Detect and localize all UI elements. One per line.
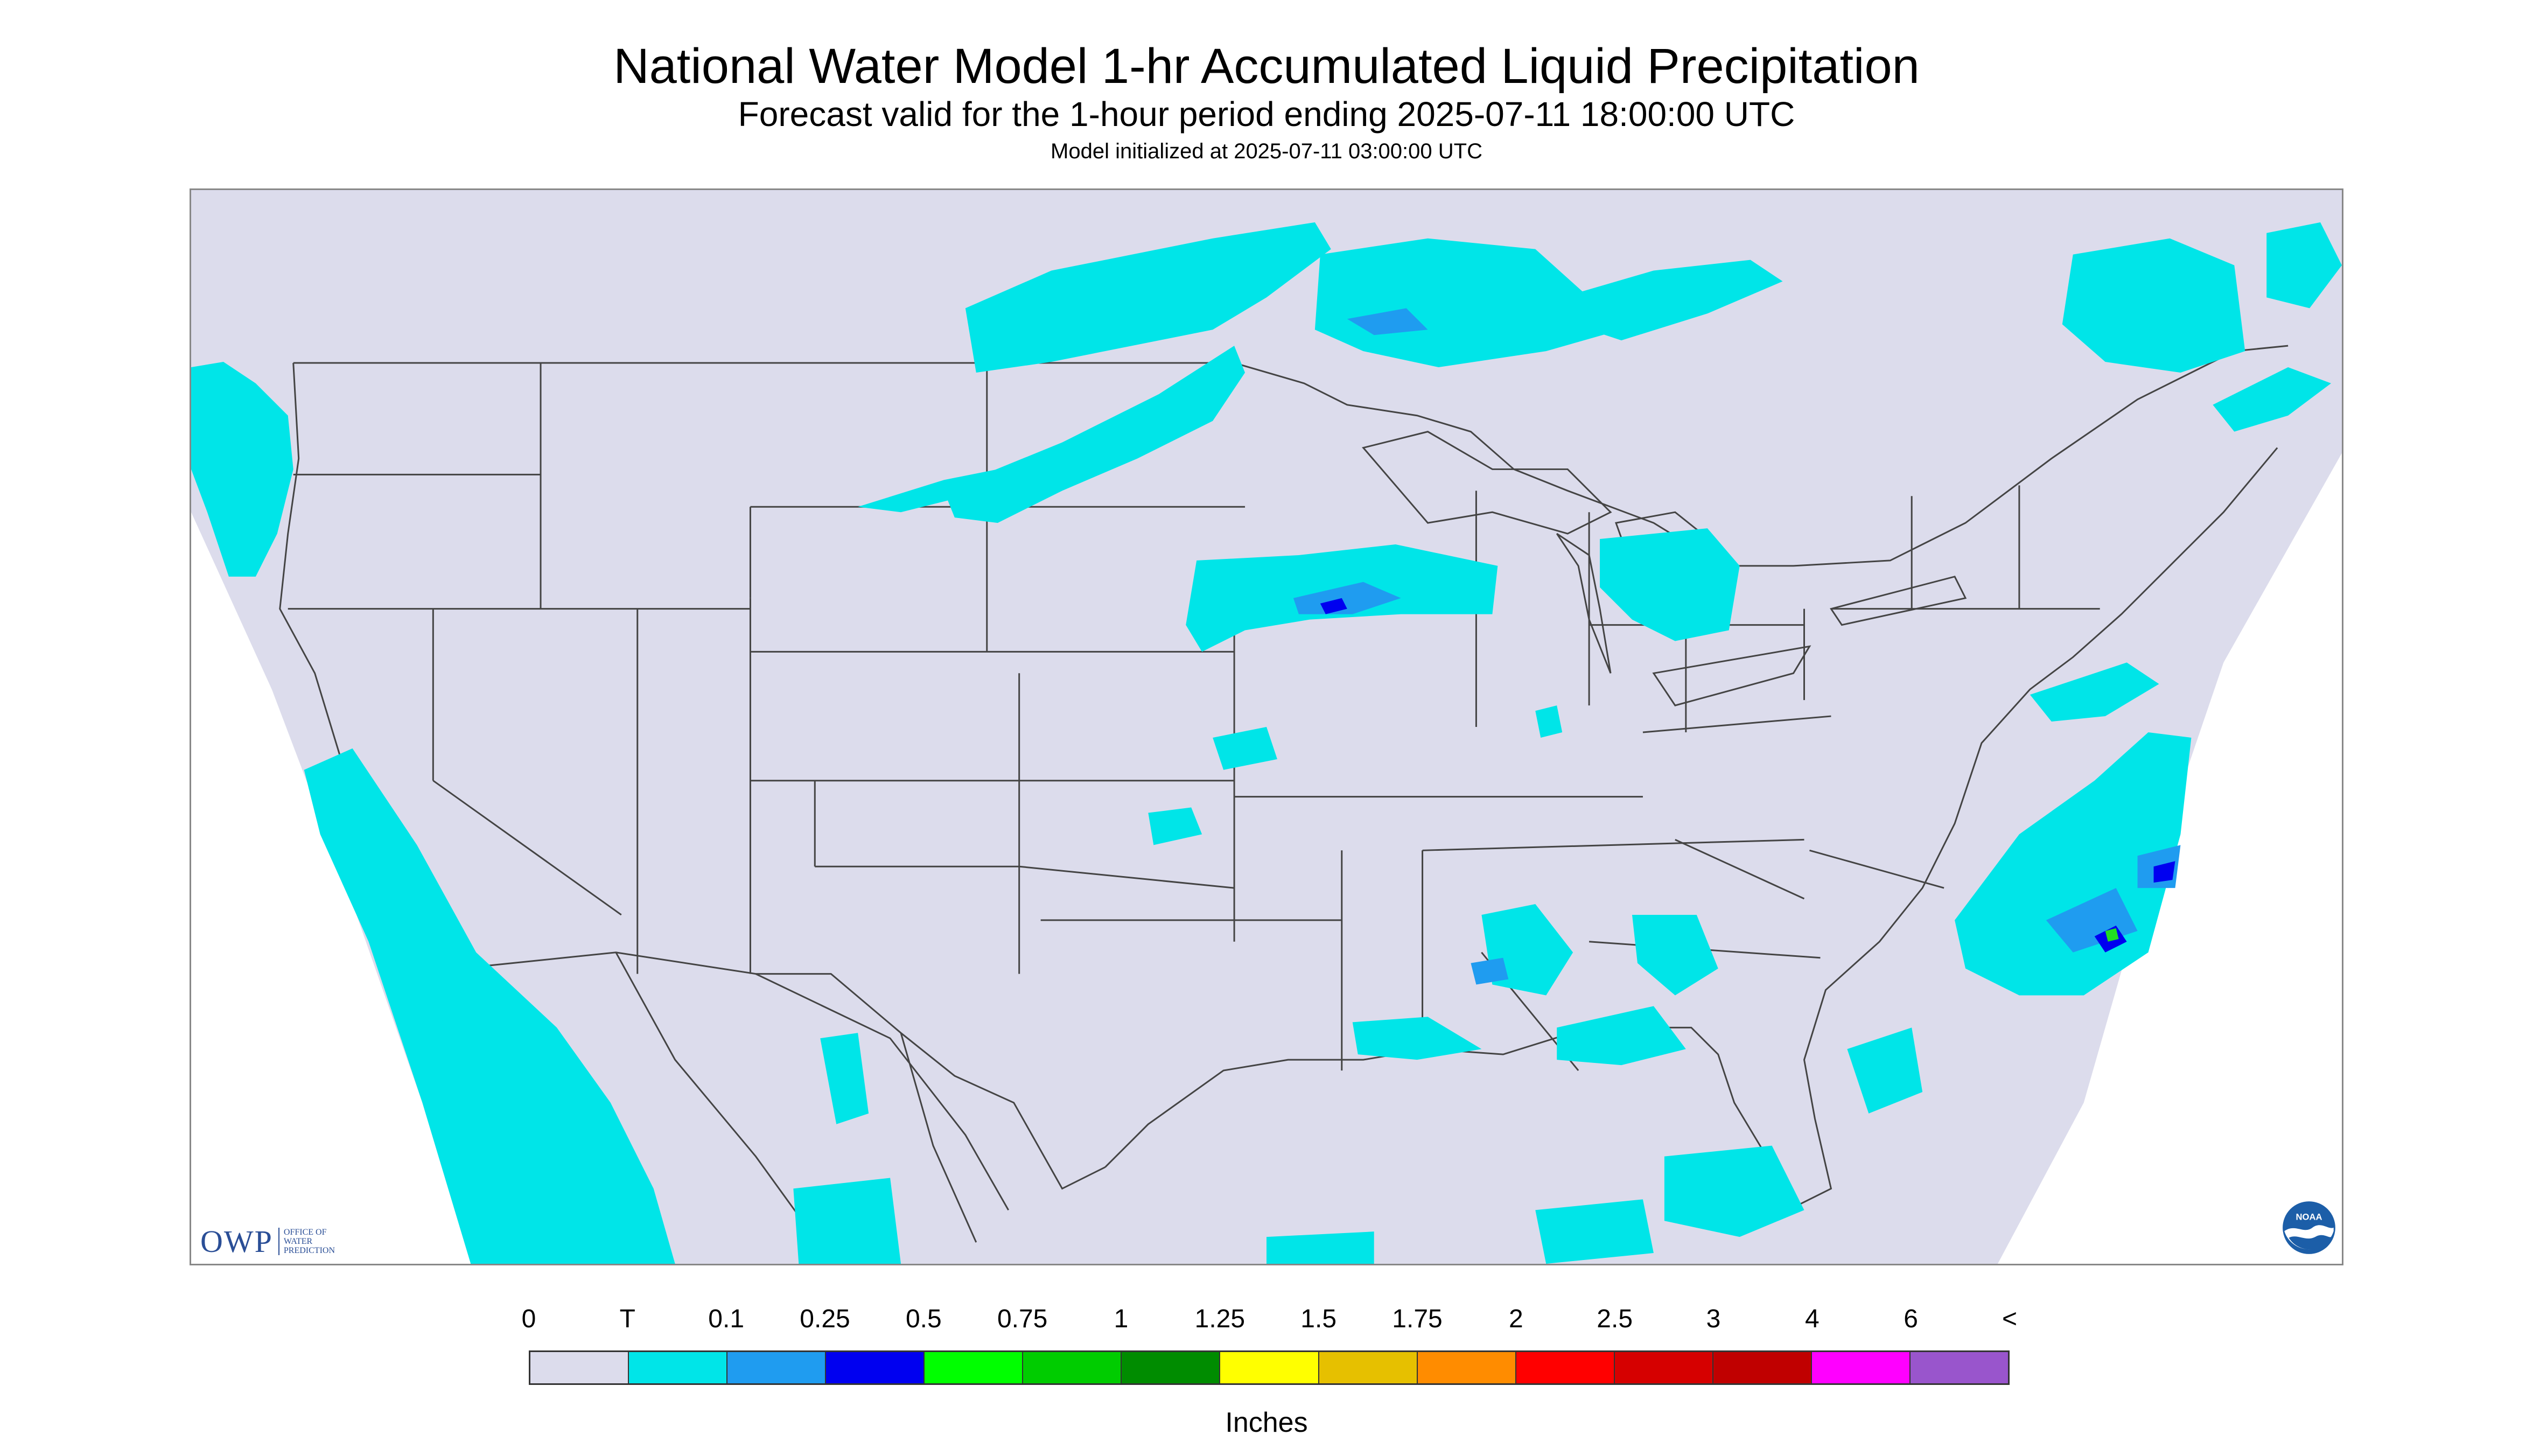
legend-swatch-3 xyxy=(826,1352,925,1383)
legend-label-14: 6 xyxy=(1904,1305,1919,1333)
legend-units: Inches xyxy=(1225,1407,1308,1438)
model-init-time: Model initialized at 2025-07-11 03:00:00… xyxy=(1051,139,1482,163)
owp-logo-subtext: Office of Water Prediction xyxy=(278,1227,335,1255)
map-canvas xyxy=(191,190,2342,1264)
legend-swatch-4 xyxy=(925,1352,1024,1383)
legend-swatch-1 xyxy=(629,1352,728,1383)
legend-label-0: 0 xyxy=(521,1305,536,1333)
owp-logo-text: OWP xyxy=(200,1223,273,1259)
legend-label-1: T xyxy=(619,1305,635,1333)
legend-swatch-13 xyxy=(1811,1352,1911,1383)
legend-label-11: 2.5 xyxy=(1597,1305,1633,1333)
legend-label-6: 1 xyxy=(1114,1305,1129,1333)
legend-label-7: 1.25 xyxy=(1194,1305,1245,1333)
legend-label-8: 1.5 xyxy=(1300,1305,1337,1333)
precip-trace-areas xyxy=(191,222,2342,1264)
legend-swatch-5 xyxy=(1023,1352,1122,1383)
legend-label-12: 3 xyxy=(1706,1305,1721,1333)
noaa-logo-text: NOAA xyxy=(2296,1212,2322,1222)
legend-labels: 0 T 0.1 0.25 0.5 0.75 1 1.25 1.5 1.75 2 2.5 3 4 6 < xyxy=(522,1303,2017,1335)
legend-swatch-2 xyxy=(727,1352,827,1383)
legend-label-15: < xyxy=(2002,1305,2018,1333)
precipitation-map[interactable] xyxy=(190,188,2343,1265)
legend-swatch-6 xyxy=(1122,1352,1221,1383)
legend-label-13: 4 xyxy=(1804,1305,1820,1333)
legend-label-5: 0.75 xyxy=(997,1305,1048,1333)
legend-label-10: 2 xyxy=(1508,1305,1523,1333)
precip-legend-bar xyxy=(529,1350,2010,1385)
legend-swatch-8 xyxy=(1319,1352,1418,1383)
owp-sub-line1: Office of xyxy=(283,1227,327,1237)
owp-logo: OWP Office of Water Prediction xyxy=(200,1222,335,1260)
legend-swatch-9 xyxy=(1417,1352,1516,1383)
legend-label-9: 1.75 xyxy=(1392,1305,1443,1333)
precip-heavy-areas xyxy=(2105,928,2119,942)
forecast-valid-subtitle: Forecast valid for the 1-hour period end… xyxy=(738,95,1795,134)
owp-sub-line3: Prediction xyxy=(283,1245,335,1255)
legend-swatch-14 xyxy=(1910,1352,2008,1383)
map-title: National Water Model 1-hr Accumulated Li… xyxy=(613,39,1920,94)
owp-sub-line2: Water xyxy=(283,1236,313,1246)
legend-swatch-0 xyxy=(530,1352,629,1383)
legend-swatch-7 xyxy=(1220,1352,1319,1383)
political-borders xyxy=(279,345,2289,1254)
legend-label-3: 0.25 xyxy=(800,1305,850,1333)
legend-swatch-10 xyxy=(1516,1352,1615,1383)
legend-label-4: 0.5 xyxy=(905,1305,942,1333)
legend-swatch-11 xyxy=(1614,1352,1713,1383)
legend-swatch-12 xyxy=(1713,1352,1812,1383)
noaa-logo: NOAA xyxy=(2282,1200,2336,1255)
legend-label-2: 0.1 xyxy=(708,1305,745,1333)
